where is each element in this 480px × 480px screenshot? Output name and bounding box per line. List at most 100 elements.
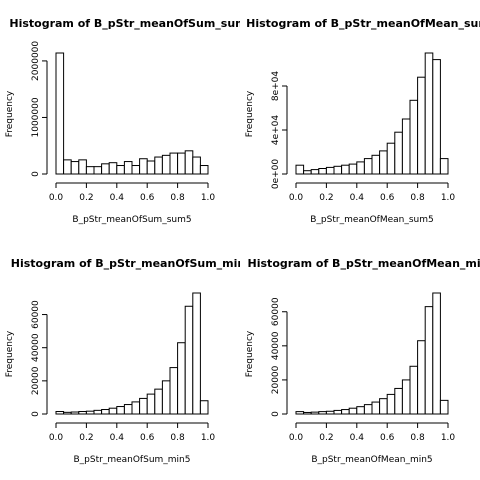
bar [78, 411, 87, 415]
panel: 0.0 0.2 0.4 0.6 0.8 1.0 0 1000000 2000000 Histogr… [5, 17, 246, 225]
bar [169, 367, 179, 415]
bar [401, 118, 411, 175]
bar [379, 150, 388, 175]
y-tick-label: 20000 [271, 365, 281, 394]
bar [386, 393, 396, 415]
bar [146, 393, 156, 415]
y-tick-label: 1000000 [31, 97, 41, 137]
bar [131, 401, 141, 415]
chart-title: Histogram of B_pStr_meanOfMean_sum [246, 17, 480, 30]
x-tick-label: 0.0 [289, 193, 304, 203]
y-tick-label: 60000 [31, 300, 41, 329]
bar [123, 404, 133, 415]
x-tick-label: 1.0 [201, 433, 216, 443]
bar [318, 168, 327, 175]
bar [192, 292, 201, 415]
x-tick-label: 0.2 [79, 433, 93, 443]
chart-title: Histogram of B_pStr_meanOfMean_min [248, 257, 480, 270]
y-axis-label: Frequency [245, 330, 255, 377]
y-tick-label: 0 [271, 411, 281, 417]
panel: 0.0 0.2 0.4 0.6 0.8 1.0 0e+00 4e+04 8e+04 Histogr… [245, 17, 480, 225]
bar [341, 409, 350, 415]
bar [333, 409, 343, 415]
x-tick-label: 0.6 [380, 433, 395, 443]
bar [325, 166, 335, 175]
x-tick-label: 0.2 [319, 433, 333, 443]
x-tick-label: 0.6 [140, 193, 155, 203]
bar [108, 162, 118, 175]
bar [417, 76, 426, 175]
y-axis-label: Frequency [245, 90, 255, 137]
bar [161, 380, 171, 415]
bar [409, 99, 419, 175]
bar [85, 166, 95, 175]
bar [184, 305, 194, 415]
bar [70, 411, 80, 415]
bar [348, 163, 358, 175]
chart-title: Histogram of B_pStr_meanOfSum_sum [9, 17, 246, 30]
bar [169, 152, 179, 175]
bar [139, 397, 148, 415]
bar [424, 306, 434, 415]
bar [432, 59, 441, 175]
bar [101, 163, 110, 175]
bar [394, 387, 403, 415]
bar [379, 398, 388, 415]
bar [116, 165, 125, 175]
x-tick-label: 0.4 [350, 433, 365, 443]
x-axis-label: B_pStr_meanOfSum_sum5 [72, 215, 191, 225]
x-axis-label: B_pStr_meanOfSum_min5 [74, 455, 191, 465]
bar [78, 159, 87, 175]
bar [348, 407, 358, 415]
x-tick-label: 0.4 [110, 193, 125, 203]
bar [63, 411, 72, 415]
bar [303, 170, 312, 175]
chart-title: Histogram of B_pStr_meanOfSum_min [11, 257, 245, 270]
x-tick-label: 1.0 [441, 193, 456, 203]
bar [409, 365, 419, 415]
bar [55, 411, 65, 415]
y-tick-label: 2000000 [31, 41, 41, 81]
y-tick-label: 40000 [271, 331, 281, 360]
bar [439, 158, 449, 175]
x-tick-label: 0.2 [79, 193, 93, 203]
bar [93, 409, 103, 415]
x-tick-label: 0.0 [49, 193, 64, 203]
bar [123, 161, 133, 175]
bar [146, 160, 156, 175]
y-tick-label: 8e+04 [271, 71, 281, 102]
bar [177, 152, 186, 175]
bar [295, 411, 305, 415]
bar [318, 411, 327, 415]
bar [295, 164, 305, 175]
x-tick-label: 0.8 [170, 193, 185, 203]
bar [63, 159, 72, 175]
bar [199, 165, 209, 175]
bar [303, 411, 312, 415]
bar [85, 410, 95, 415]
x-tick-label: 0.6 [380, 193, 395, 203]
panel: 0.0 0.2 0.4 0.6 0.8 1.0 0 20000 40000 60000 Histog… [245, 257, 480, 465]
x-tick-label: 0.8 [410, 193, 425, 203]
y-tick-label: 4e+04 [271, 115, 281, 146]
bar [386, 142, 396, 175]
x-axis-label: B_pStr_meanOfMean_sum5 [310, 215, 434, 225]
panel: 0.0 0.2 0.4 0.6 0.8 1.0 0 20000 40000 60000 Histog… [5, 257, 245, 465]
bar [401, 379, 411, 415]
bar [108, 407, 118, 415]
bar [139, 158, 148, 175]
bar [199, 400, 209, 415]
bar [371, 154, 381, 175]
y-tick-label: 0 [31, 411, 41, 417]
bar [55, 52, 65, 175]
y-tick-label: 60000 [271, 297, 281, 326]
bar [192, 156, 201, 175]
y-axis-label: Frequency [5, 90, 15, 137]
bar [310, 169, 320, 175]
x-tick-label: 1.0 [201, 193, 216, 203]
x-tick-label: 0.6 [140, 433, 155, 443]
bar [184, 150, 194, 175]
bar [439, 399, 449, 415]
bar [70, 161, 80, 175]
